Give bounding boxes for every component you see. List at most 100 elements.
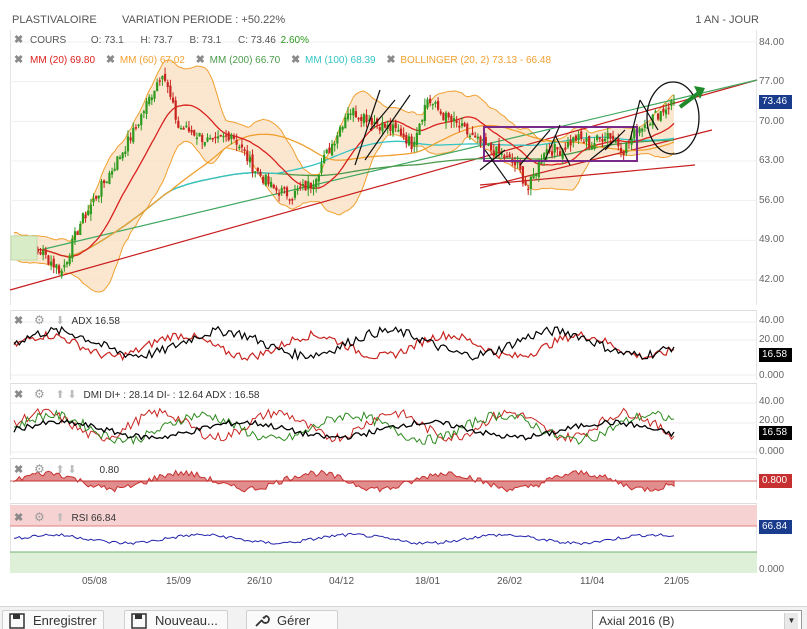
remove-mm200-icon[interactable]: ✖ <box>195 54 205 66</box>
manage-button[interactable]: Gérer <box>246 610 338 629</box>
candle-body <box>126 136 130 152</box>
move-down-arrow-icon[interactable]: ⬇ <box>55 315 65 327</box>
candle-body <box>362 114 365 124</box>
save-button[interactable]: Enregistrer <box>2 610 104 629</box>
candle-body <box>87 210 90 216</box>
candle-body <box>460 123 464 127</box>
candle-body <box>333 143 336 146</box>
candle-body <box>103 180 106 184</box>
candle-body <box>529 176 532 189</box>
bollinger-band <box>14 60 674 292</box>
chart-canvas[interactable] <box>0 0 807 606</box>
candle-body <box>230 134 233 140</box>
adx-value-badge: 16.58 <box>759 348 792 362</box>
candle-body <box>95 195 98 199</box>
bollinger-upper-line <box>13 59 675 243</box>
remove-adx-icon[interactable]: ✖ <box>14 315 24 327</box>
open-value: O: 73.1 <box>90 35 124 46</box>
rsi-overbought-zone <box>10 505 757 526</box>
candle-body <box>44 250 47 255</box>
candle-body <box>232 135 236 139</box>
candle-body <box>328 147 331 154</box>
candle-body <box>603 138 607 142</box>
wrench-icon <box>255 615 270 627</box>
close-icon[interactable]: ✖ <box>14 34 24 46</box>
remove-bollinger-icon[interactable]: ✖ <box>386 54 396 66</box>
new-button[interactable]: Nouveau... <box>124 610 228 629</box>
candle-body <box>513 160 517 166</box>
candle-body <box>423 104 426 122</box>
candle-body <box>50 261 53 266</box>
momentum-panel[interactable] <box>10 458 757 500</box>
dmi-panel[interactable] <box>10 383 757 455</box>
x-tick: 21/05 <box>664 576 690 587</box>
candle-body <box>39 251 42 255</box>
move-down-arrow-icon[interactable]: ⬇ <box>67 389 77 401</box>
remove-rsi-icon[interactable]: ✖ <box>14 512 24 524</box>
candle-body <box>598 137 601 139</box>
candle-body <box>330 144 334 156</box>
new-label: Nouveau... <box>155 613 218 628</box>
cours-label: COURS <box>30 35 67 46</box>
move-up-arrow-icon[interactable]: ⬆ <box>55 389 65 401</box>
candle-body <box>410 136 413 150</box>
support-trendline <box>9 79 758 291</box>
candle-body <box>508 154 511 158</box>
candle-body <box>484 137 487 146</box>
candle-body <box>158 80 161 82</box>
candle-body <box>569 139 572 146</box>
candle-body <box>113 168 116 171</box>
candle-body <box>42 250 45 256</box>
dmi-settings-gear-icon[interactable]: ⚙ <box>34 387 45 401</box>
adx-legend: ✖ ⚙ ⬇ ADX 16.58 <box>14 313 120 327</box>
remove-mm100-icon[interactable]: ✖ <box>291 54 301 66</box>
period-selector[interactable]: 1 AN - JOUR <box>695 14 759 26</box>
move-down-arrow-icon[interactable]: ⬇ <box>67 464 77 476</box>
candle-body <box>550 151 554 156</box>
mm20-line <box>13 104 675 258</box>
remove-mm60-icon[interactable]: ✖ <box>105 54 116 66</box>
candle-body <box>293 190 297 198</box>
candle-body <box>338 127 342 137</box>
candle-body <box>214 136 217 139</box>
move-up-arrow-icon[interactable]: ⬆ <box>55 464 65 476</box>
candle-body <box>312 184 315 190</box>
candle-body <box>325 149 328 154</box>
remove-dmi-icon[interactable]: ✖ <box>14 389 24 401</box>
candle-body <box>36 248 39 253</box>
mm20-label: MM (20) 69.80 <box>30 55 96 66</box>
candle-body <box>572 137 575 143</box>
momentum-value-badge: 0.800 <box>759 474 792 488</box>
move-up-arrow-icon[interactable]: ⬆ <box>55 512 65 524</box>
candle-body <box>556 147 559 150</box>
adx-tick: 20.00 <box>759 334 785 345</box>
remove-mm20-icon[interactable]: ✖ <box>14 54 24 66</box>
candle-body <box>166 82 169 87</box>
candle-body <box>383 123 387 128</box>
template-select[interactable]: Axial 2016 (B) ▼ <box>592 610 802 629</box>
candle-body <box>566 142 570 148</box>
candle-body <box>63 264 66 268</box>
candle-body <box>222 135 225 138</box>
candle-body <box>561 149 564 159</box>
y-tick: 77.00 <box>759 76 785 87</box>
mm60-label: MM (60) 67.02 <box>119 55 185 66</box>
candle-body <box>500 153 503 155</box>
candle-body <box>407 136 411 146</box>
close-value: C: 73.46 <box>238 35 276 46</box>
adx-settings-gear-icon[interactable]: ⚙ <box>34 313 45 327</box>
candle-body <box>444 112 448 123</box>
remove-momentum-icon[interactable]: ✖ <box>14 464 24 476</box>
candle-body <box>134 127 138 129</box>
candle-body <box>240 144 244 148</box>
mm200-label: MM (200) 66.70 <box>209 55 281 66</box>
breakout-arrow-shaft <box>678 90 702 109</box>
y-tick: 84.00 <box>759 37 785 48</box>
candle-body <box>659 111 662 121</box>
rsi-settings-gear-icon[interactable]: ⚙ <box>34 510 45 524</box>
candle-body <box>177 120 180 128</box>
start-marker <box>10 235 38 261</box>
candle-body <box>521 166 525 184</box>
momentum-settings-gear-icon[interactable]: ⚙ <box>34 462 45 476</box>
candle-body <box>301 183 305 186</box>
